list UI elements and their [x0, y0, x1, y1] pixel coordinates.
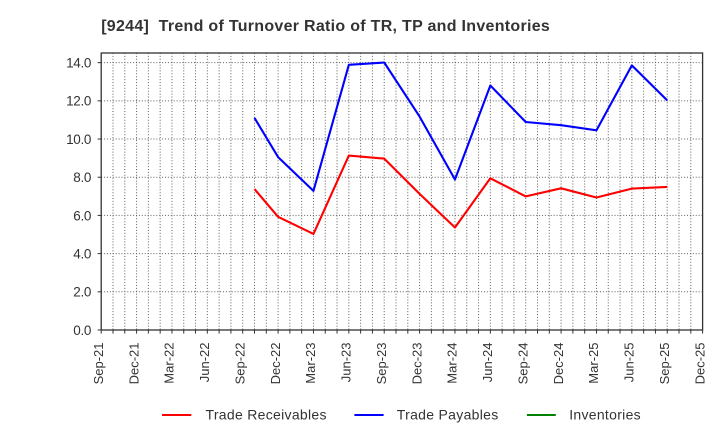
- svg-text:Jun-22: Jun-22: [197, 343, 212, 383]
- svg-text:Mar-23: Mar-23: [303, 343, 318, 384]
- svg-text:8.0: 8.0: [73, 170, 91, 185]
- svg-text:0.0: 0.0: [73, 323, 91, 338]
- svg-text:Sep-22: Sep-22: [232, 343, 247, 385]
- svg-text:6.0: 6.0: [73, 208, 91, 223]
- svg-text:Dec-24: Dec-24: [551, 343, 566, 385]
- svg-text:Inventories: Inventories: [569, 407, 641, 423]
- svg-text:14.0: 14.0: [66, 56, 91, 71]
- svg-text:Trade Receivables: Trade Receivables: [206, 407, 327, 423]
- svg-text:12.0: 12.0: [66, 94, 91, 109]
- svg-text:Sep-21: Sep-21: [91, 343, 106, 385]
- svg-text:[9244] Trend of Turnover Rati: [9244] Trend of Turnover Ratio of TR, TP…: [101, 18, 550, 35]
- svg-text:10.0: 10.0: [66, 132, 91, 147]
- svg-text:Sep-23: Sep-23: [374, 343, 389, 385]
- svg-text:Dec-21: Dec-21: [126, 343, 141, 385]
- svg-text:Mar-24: Mar-24: [445, 343, 460, 384]
- svg-text:Sep-24: Sep-24: [515, 343, 530, 385]
- svg-text:Trade Payables: Trade Payables: [397, 407, 499, 423]
- svg-text:Dec-25: Dec-25: [692, 343, 707, 385]
- svg-text:4.0: 4.0: [73, 247, 91, 262]
- svg-text:Jun-25: Jun-25: [622, 343, 637, 383]
- svg-text:Sep-25: Sep-25: [657, 343, 672, 385]
- svg-text:Mar-25: Mar-25: [586, 343, 601, 384]
- svg-text:Jun-24: Jun-24: [480, 343, 495, 383]
- svg-text:Dec-23: Dec-23: [409, 343, 424, 385]
- svg-text:Dec-22: Dec-22: [268, 343, 283, 385]
- svg-text:2.0: 2.0: [73, 285, 91, 300]
- svg-text:Jun-23: Jun-23: [339, 343, 354, 383]
- svg-text:Mar-22: Mar-22: [162, 343, 177, 384]
